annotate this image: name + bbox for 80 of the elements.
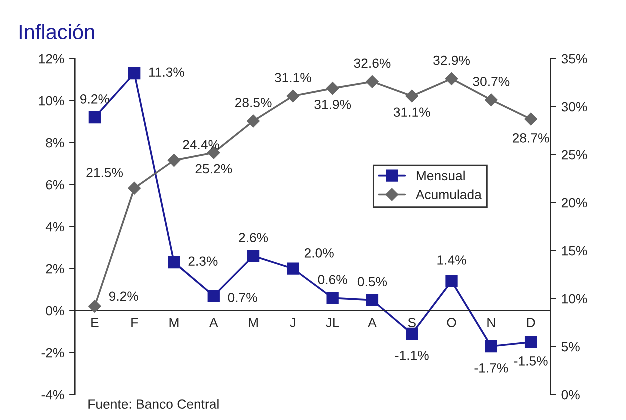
x-tick-label: E: [92, 318, 99, 328]
point: [524, 336, 538, 348]
y-tick-label: 4%: [46, 222, 64, 232]
data-label: 31.1%: [274, 73, 312, 83]
point: [326, 82, 340, 95]
y2-tick-label: 25%: [562, 150, 588, 160]
point: [208, 290, 220, 302]
y2-tick-label: 10%: [562, 294, 588, 304]
point: [247, 250, 260, 262]
point: [446, 275, 458, 288]
point: [406, 90, 419, 103]
x-tick-label: M: [249, 318, 258, 328]
point: [88, 300, 102, 313]
y-tick-label: -4%: [42, 390, 64, 400]
data-label: 24.4%: [183, 140, 220, 150]
point: [168, 154, 181, 167]
y2-tick-label: 15%: [562, 246, 588, 256]
y2-tick-label: 35%: [562, 54, 588, 64]
data-label: 0.7%: [228, 293, 258, 302]
data-label: -1.5%: [514, 356, 548, 366]
data-label: 0.5%: [358, 277, 388, 287]
data-label: 2.6%: [239, 233, 268, 242]
point: [168, 256, 180, 269]
data-label: 2.0%: [304, 248, 334, 258]
point: [484, 94, 498, 106]
x-tick-label: J: [290, 318, 296, 328]
y2-tick-label: 30%: [562, 102, 588, 112]
x-tick-label: JL: [326, 318, 340, 328]
x-tick-label: S: [408, 318, 416, 328]
point: [128, 67, 141, 80]
point: [247, 114, 260, 128]
y-tick-label: 8%: [46, 138, 64, 148]
x-tick-label: O: [447, 318, 456, 328]
data-label: 25.2%: [196, 164, 232, 174]
y-tick-label: -2%: [42, 348, 64, 358]
point: [287, 262, 300, 275]
chart-title: Inflación: [20, 24, 94, 40]
data-label: 32.9%: [434, 56, 470, 66]
data-label: 31.1%: [394, 108, 430, 118]
y2-tick-label: 5%: [562, 342, 580, 352]
source-note: Fuente: Banco Central: [88, 399, 219, 409]
y2-tick-label: 20%: [562, 198, 588, 208]
x-tick-label: A: [210, 318, 218, 328]
y-tick-label: 6%: [46, 180, 64, 190]
data-label: 2.3%: [188, 256, 218, 266]
data-label: 31.9%: [314, 100, 352, 110]
data-label: 30.7%: [473, 77, 510, 86]
y-tick-label: 12%: [39, 54, 64, 64]
point: [88, 112, 102, 124]
point: [366, 75, 379, 88]
x-tick-label: A: [368, 318, 377, 328]
legend-label: Acumulada: [416, 190, 482, 200]
point: [485, 340, 498, 353]
point: [326, 292, 339, 304]
x-tick-label: D: [527, 318, 536, 328]
y2-tick-label: 0%: [562, 390, 580, 400]
x-tick-label: F: [132, 318, 138, 328]
x-tick-label: M: [170, 318, 179, 328]
legend-label: Mensual: [416, 170, 465, 181]
data-label: 1.4%: [438, 256, 466, 265]
data-label: 21.5%: [86, 168, 124, 178]
y-tick-label: 2%: [46, 264, 64, 274]
data-label: 11.3%: [149, 68, 184, 78]
point: [406, 328, 418, 340]
data-label: -1.7%: [474, 364, 508, 373]
data-label: 28.7%: [513, 134, 550, 143]
x-tick-label: N: [488, 318, 496, 328]
point: [128, 182, 142, 195]
y-tick-label: 10%: [39, 96, 64, 106]
point: [366, 294, 379, 306]
data-label: -1.1%: [395, 350, 429, 360]
data-label: 9.2%: [80, 94, 110, 104]
data-label: 9.2%: [109, 292, 138, 302]
data-label: 0.6%: [318, 275, 348, 284]
point: [445, 72, 458, 86]
data-label: 28.5%: [235, 98, 272, 108]
point: [286, 90, 300, 103]
data-label: 32.6%: [354, 58, 391, 68]
y-tick-label: 0%: [46, 306, 64, 316]
point: [524, 112, 538, 126]
